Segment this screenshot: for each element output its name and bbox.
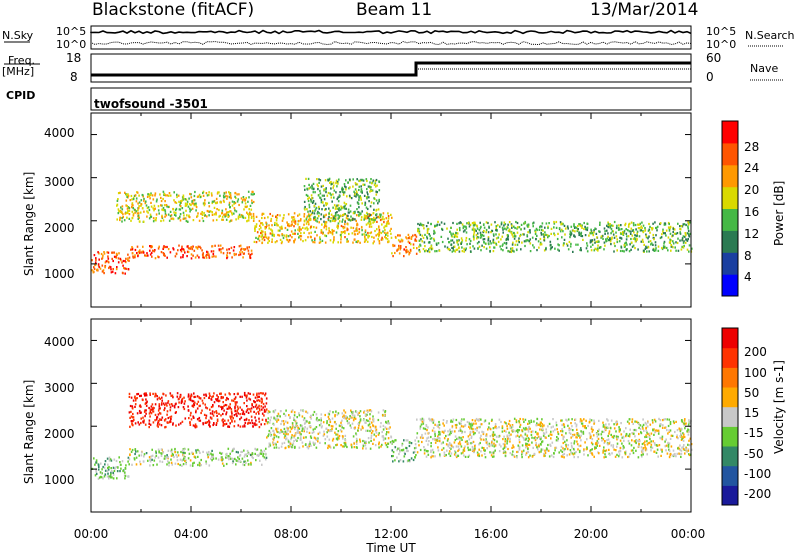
velocity-colorbar-seg-1	[722, 466, 738, 486]
velocity-colorbar-seg-8	[722, 328, 738, 348]
velocity-panel-frame	[91, 319, 691, 512]
velocity-colorbar-seg-7	[722, 348, 738, 368]
velocity-colorbar-seg-0	[722, 485, 738, 505]
power-band-2	[116, 191, 255, 223]
velocity-colorbar-seg-2	[722, 446, 738, 466]
power-colorbar-seg-2	[722, 230, 738, 252]
velocity-colorbar-seg-3	[722, 426, 738, 446]
cpid-panel	[91, 88, 691, 110]
power-colorbar-seg-4	[722, 187, 738, 209]
power-colorbar-seg-1	[722, 252, 738, 274]
power-band-5	[391, 234, 418, 257]
sky-search-panel	[91, 26, 691, 49]
velocity-band-1	[129, 392, 268, 429]
velocity-band-5	[416, 418, 693, 459]
velocity-colorbar-seg-4	[722, 407, 738, 427]
power-colorbar-seg-6	[722, 143, 738, 165]
power-colorbar-seg-3	[722, 209, 738, 231]
velocity-colorbar-seg-6	[722, 367, 738, 387]
nsearch-line	[91, 42, 691, 45]
power-colorbar-seg-7	[722, 121, 738, 143]
power-colorbar-seg-0	[722, 274, 738, 296]
velocity-band-2	[129, 448, 268, 467]
freq-nave-panel	[91, 54, 691, 82]
power-band-1	[129, 245, 253, 260]
nsky-line	[91, 31, 691, 34]
velocity-colorbar-seg-5	[722, 387, 738, 407]
velocity-band-0	[92, 456, 130, 480]
power-band-6	[417, 221, 693, 253]
velocity-band-3	[266, 409, 392, 450]
power-band-0	[91, 251, 130, 275]
power-colorbar-seg-5	[722, 165, 738, 187]
velocity-band-4	[391, 439, 417, 462]
